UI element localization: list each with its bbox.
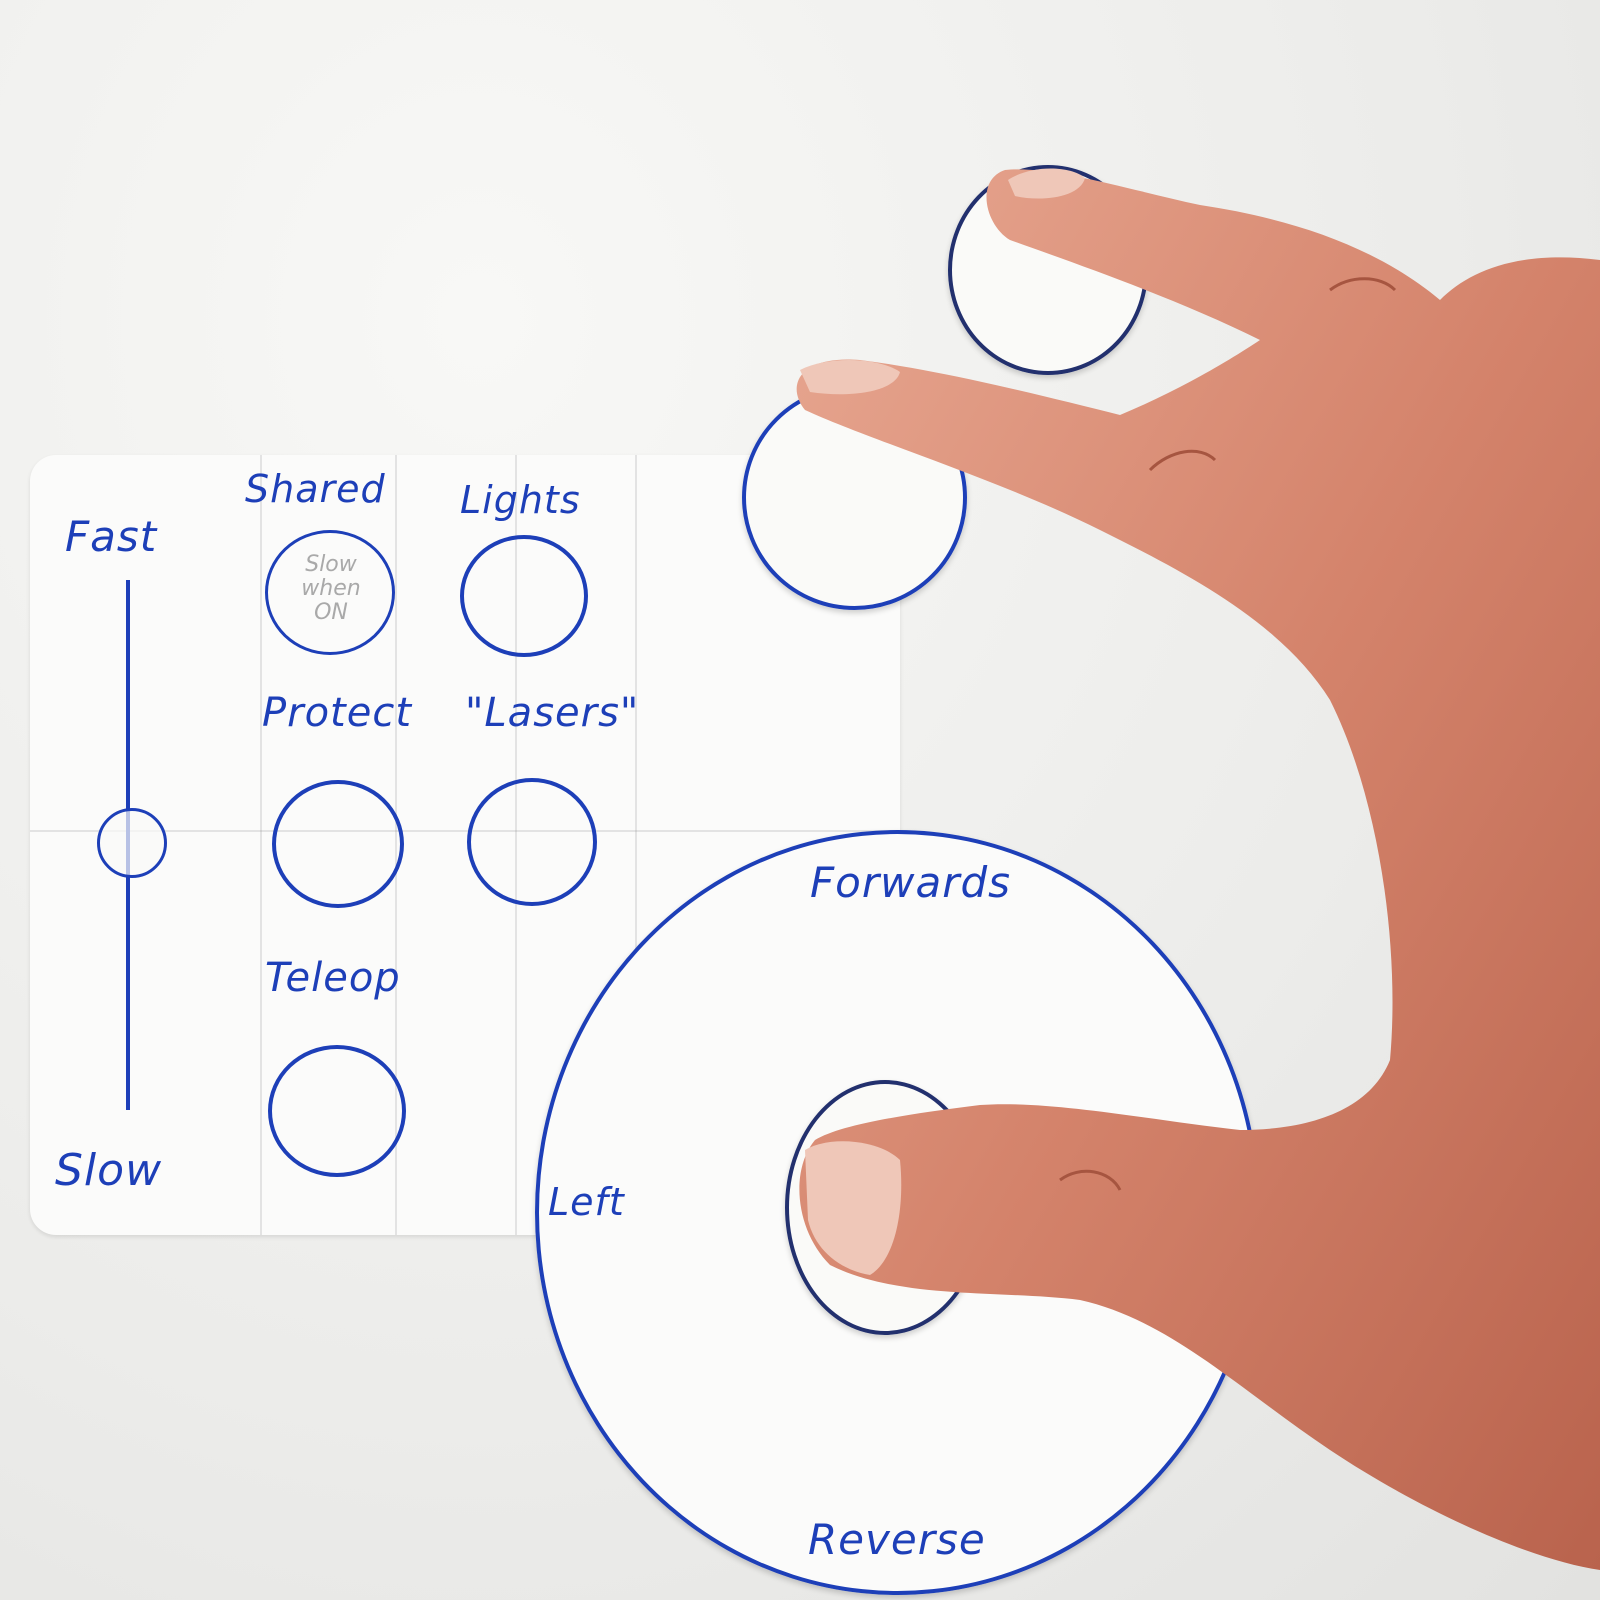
shared-label: Shared — [245, 467, 386, 511]
teleop-label: Teleop — [265, 955, 401, 1001]
teleop-button[interactable] — [268, 1045, 406, 1177]
protect-button[interactable] — [272, 780, 404, 908]
lasers-button[interactable] — [467, 778, 597, 906]
shared-note-line-1: Slow — [305, 552, 357, 577]
protect-label: Protect — [262, 690, 413, 736]
slider-fast-label: Fast — [65, 512, 158, 561]
reverse-label: Reverse — [808, 1515, 986, 1564]
shared-note-line-3: ON — [314, 600, 348, 625]
lights-label: Lights — [460, 478, 581, 522]
palm-shape — [796, 169, 1600, 1571]
speed-slider-thumb[interactable] — [97, 808, 167, 878]
middle-fingernail — [1008, 168, 1085, 199]
thumb-nail — [805, 1141, 902, 1275]
shared-button[interactable]: Slow when ON — [265, 530, 395, 655]
shared-note-line-2: when — [301, 576, 361, 601]
index-fingernail — [800, 360, 900, 395]
shared-note: Slow when ON — [281, 553, 381, 625]
slider-slow-label: Slow — [55, 1145, 163, 1196]
forwards-label: Forwards — [810, 858, 1012, 907]
lights-button[interactable] — [460, 535, 588, 657]
left-label: Left — [548, 1180, 625, 1224]
lasers-label: "Lasers" — [465, 690, 640, 736]
